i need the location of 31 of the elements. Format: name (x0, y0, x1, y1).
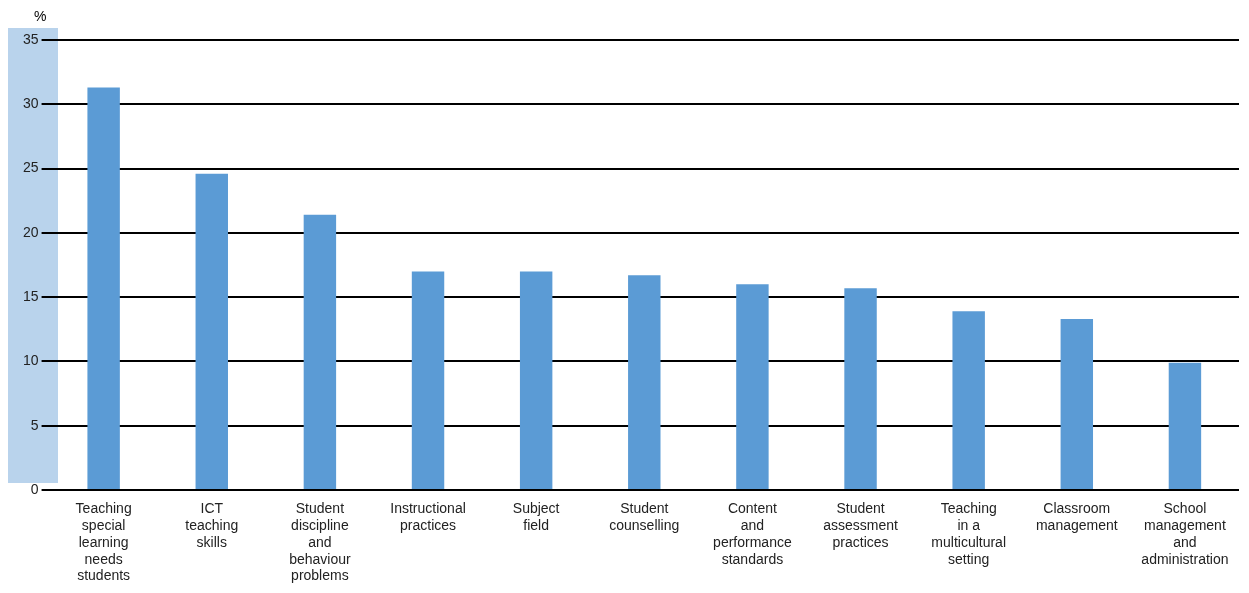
x-tick-label: ICT teaching skills (185, 500, 239, 550)
x-tick-label: Teaching special learning needs students (75, 500, 132, 584)
x-tick-label: Content and performance standards (713, 500, 792, 567)
bar (1060, 319, 1094, 489)
y-tick-label: 10 (22, 352, 39, 369)
bar (1168, 362, 1202, 489)
y-tick-label: 5 (30, 416, 39, 433)
bar (736, 284, 769, 489)
bar (303, 214, 337, 489)
y-tick-label: 35 (22, 30, 39, 47)
bar (519, 271, 553, 489)
x-tick-label: Instructional practices (390, 500, 466, 534)
y-tick-label: 0 (30, 480, 39, 497)
y-tick-label: 15 (22, 288, 39, 304)
x-tick-label: Subject field (512, 500, 560, 534)
x-tick-label: Student discipline and behaviour problems (289, 500, 351, 584)
y-tick-label: 30 (22, 95, 39, 112)
y-axis-title: % (34, 8, 47, 24)
bar (952, 311, 985, 489)
x-tick-label: Student assessment practices (823, 500, 898, 550)
bar (844, 288, 877, 489)
x-tick-label: Teaching in a multicultural setting (931, 500, 1007, 567)
bar (87, 87, 120, 489)
x-tick-label: School management and administration (1141, 500, 1229, 567)
bar (628, 275, 661, 489)
bar (411, 271, 445, 489)
x-tick-label: Student counselling (609, 500, 680, 534)
bar (195, 173, 228, 489)
y-tick-label: 25 (22, 159, 39, 176)
x-tick-label: Classroom management (1035, 500, 1118, 534)
y-tick-label: 20 (22, 223, 39, 240)
